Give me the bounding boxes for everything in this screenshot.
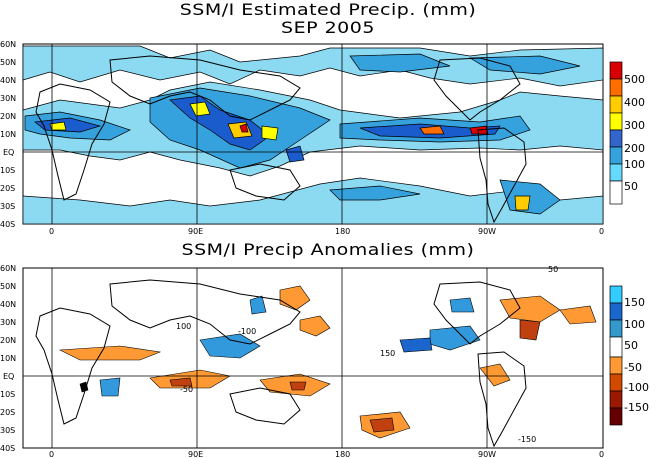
top-colorbar-swatch <box>609 78 623 97</box>
bottom-colorbar-swatch <box>609 336 623 358</box>
contour-label: 150 <box>380 349 395 358</box>
bottom-lat-label: 30S <box>0 426 15 435</box>
top-lat-label: 20N <box>0 112 16 121</box>
bottom-lon-label: 0 <box>49 450 54 458</box>
bottom-lon-labels: 0 90E 180 90W 0 <box>49 450 604 458</box>
bottom-lon-label: 90W <box>478 450 496 458</box>
bottom-colorbar-label: -50 <box>624 361 642 374</box>
top-colorbar-swatch <box>609 61 623 80</box>
bottom-lat-label: 10N <box>0 354 16 363</box>
bottom-lon-label: 180 <box>335 450 350 458</box>
top-colorbar <box>609 61 623 205</box>
top-lat-label: 30S <box>0 202 15 211</box>
top-lat-label: 40S <box>0 220 15 229</box>
top-colorbar-label: 100 <box>624 158 645 171</box>
bottom-lat-label: 50N <box>0 282 16 291</box>
bottom-colorbar-swatch <box>609 390 623 409</box>
bottom-colorbar-label: -100 <box>624 381 649 394</box>
top-lon-label: 180 <box>335 227 350 236</box>
top-lat-label: 10N <box>0 130 16 139</box>
bottom-title: SSM/I Precip Anomalies (mm) <box>181 240 475 260</box>
bottom-continents <box>35 279 527 448</box>
contour-label: -150 <box>518 435 536 444</box>
top-lat-labels: 60N 50N 40N 30N 20N 10N EQ 10S 20S 30S 4… <box>0 40 16 229</box>
bottom-lon-label: 90E <box>188 450 203 458</box>
top-map: 60N 50N 40N 30N 20N 10N EQ 10S 20S 30S 4… <box>0 40 645 236</box>
top-lon-label: 0 <box>49 227 54 236</box>
top-lat-label: 10S <box>0 166 15 175</box>
top-lat-label: 60N <box>0 40 16 49</box>
contour-label: 50 <box>548 265 558 274</box>
bottom-lat-label: 30N <box>0 318 16 327</box>
bottom-colorbar-swatch <box>609 356 623 375</box>
bottom-colorbar-swatch <box>609 373 623 392</box>
bottom-colorbar-label: 150 <box>624 296 645 309</box>
bottom-colorbar-swatch <box>609 302 623 321</box>
contour-label: -100 <box>238 327 256 336</box>
top-lon-label: 90E <box>188 227 203 236</box>
top-colorbar-swatch <box>609 129 623 148</box>
bottom-lat-label: 20S <box>0 408 15 417</box>
bottom-lat-label: 60N <box>0 264 16 273</box>
contour-label: -50 <box>180 385 193 394</box>
bottom-lat-labels: 60N 50N 40N 30N 20N 10N EQ 10S 20S 30S 4… <box>0 264 16 453</box>
top-lon-label: 0 <box>599 227 604 236</box>
top-lat-label: 40N <box>0 76 16 85</box>
top-lat-label: 50N <box>0 58 16 67</box>
top-lon-label: 90W <box>478 227 496 236</box>
top-lat-label: 20S <box>0 184 15 193</box>
top-colorbar-swatch <box>609 180 623 205</box>
top-colorbar-label: 400 <box>624 96 645 109</box>
top-colorbar-swatch <box>609 146 623 165</box>
bottom-colorbar <box>609 285 623 426</box>
bottom-lon-label: 0 <box>599 450 604 458</box>
top-colorbar-label: 50 <box>624 180 638 193</box>
top-colorbar-label: 500 <box>624 73 645 86</box>
bottom-lat-label: EQ <box>3 372 14 381</box>
top-lon-labels: 0 90E 180 90W 0 <box>49 227 604 236</box>
bottom-colorbar-label: 100 <box>624 318 645 331</box>
bottom-lat-label: 40N <box>0 300 16 309</box>
bottom-lat-label: 10S <box>0 390 15 399</box>
top-precip-field <box>22 45 604 225</box>
top-lat-label: 30N <box>0 94 16 103</box>
bottom-lat-label: 20N <box>0 336 16 345</box>
bottom-colorbar-label: 50 <box>624 339 638 352</box>
bottom-lat-label: 40S <box>0 444 15 453</box>
bottom-anomaly-field <box>58 285 597 439</box>
top-colorbar-swatch <box>609 112 623 131</box>
bottom-map: 100 -100 -50 150 50 -150 60N 50N 40N 30N… <box>0 264 649 458</box>
bottom-colorbar-labels: 150 100 50 -50 -100 -150 <box>624 296 649 414</box>
bottom-colorbar-label: -150 <box>624 401 649 414</box>
contour-label: 100 <box>176 322 191 331</box>
top-title-line1: SSM/I Estimated Precip. (mm) <box>179 0 477 20</box>
top-colorbar-labels: 500 400 300 200 100 50 <box>624 73 645 193</box>
top-colorbar-swatch <box>609 95 623 114</box>
bottom-colorbar-swatch <box>609 319 623 338</box>
bottom-gridlines <box>23 268 603 448</box>
top-colorbar-label: 200 <box>624 142 645 155</box>
bottom-colorbar-swatch <box>609 407 623 426</box>
top-title-line2: SEP 2005 <box>281 18 375 38</box>
top-lat-label: EQ <box>3 148 14 157</box>
bottom-colorbar-swatch <box>609 285 623 304</box>
top-gridlines <box>23 44 603 224</box>
bottom-contour-labels: 100 -100 -50 150 50 -150 <box>176 265 558 444</box>
top-colorbar-label: 300 <box>624 119 645 132</box>
top-colorbar-swatch <box>609 163 623 182</box>
top-continents <box>35 55 527 224</box>
